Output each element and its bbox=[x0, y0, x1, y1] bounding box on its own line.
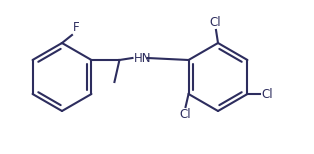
Text: HN: HN bbox=[133, 51, 151, 65]
Text: Cl: Cl bbox=[209, 16, 221, 29]
Text: F: F bbox=[73, 21, 80, 34]
Text: Cl: Cl bbox=[262, 87, 273, 101]
Text: Cl: Cl bbox=[180, 108, 191, 121]
